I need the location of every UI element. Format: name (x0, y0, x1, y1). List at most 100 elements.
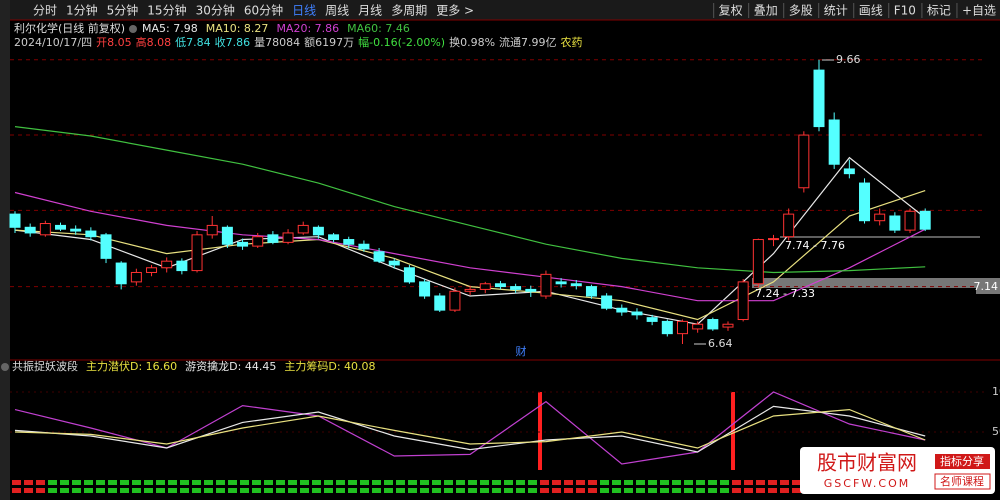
tool-button[interactable]: +自选 (962, 4, 996, 18)
signal-cell (432, 480, 441, 485)
signal-cell (72, 488, 81, 493)
annotation: 7.24 - 7.33 (755, 287, 815, 300)
period-tab[interactable]: 30分钟 (196, 3, 235, 18)
candle-body (464, 288, 476, 292)
tool-button[interactable]: F10 (894, 4, 916, 18)
candle-body (146, 267, 158, 273)
toolbar (0, 0, 1000, 20)
signal-cell (672, 488, 681, 493)
signal-cell (180, 480, 189, 485)
legend-entry: MA10: 8.27 (206, 22, 269, 35)
tool-button[interactable]: 画线 (859, 4, 883, 18)
signal-cell (756, 488, 765, 493)
period-tab[interactable]: 60分钟 (244, 3, 283, 18)
tool-button[interactable]: 统计 (824, 4, 848, 18)
series-line (14, 405, 926, 453)
signal-cell (684, 488, 693, 493)
panel-icon (1, 363, 9, 371)
signal-cell (444, 488, 453, 493)
signal-cell (708, 488, 717, 493)
signal-cell (120, 488, 129, 493)
candle-body (798, 134, 810, 189)
tool-button[interactable]: 叠加 (754, 4, 778, 18)
signal-cell (480, 488, 489, 493)
signal-cell (264, 480, 273, 485)
signal-cell (504, 480, 513, 485)
signal-cell (168, 488, 177, 493)
quote-item: 量78084 (254, 36, 300, 49)
candle-body (282, 232, 294, 243)
chart-title: 利尔化学(日线 前复权) (14, 21, 125, 35)
signal-cell (552, 480, 561, 485)
signal-cell (336, 480, 345, 485)
tool-button[interactable]: 标记 (927, 4, 951, 18)
candle-body (722, 323, 734, 328)
period-tab[interactable]: 月线 (358, 4, 382, 18)
period-tab[interactable]: 周线 (325, 4, 349, 18)
signal-cell (132, 488, 141, 493)
signal-cell (600, 480, 609, 485)
main-panel: 利尔化学(日线 前复权) MA5: 7.98 MA10: 8.27 MA20: 7.8… (9, 21, 1000, 358)
signal-cell (528, 488, 537, 493)
signal-cell (372, 480, 381, 485)
period-tab[interactable]: 5分钟 (107, 3, 139, 18)
signal-cell (132, 480, 141, 485)
candle-body (783, 213, 795, 238)
candle-body (373, 251, 385, 262)
candle-body (828, 119, 840, 165)
legend-entry: MA60: 7.46 (347, 22, 410, 35)
signal-cell (228, 480, 237, 485)
signal-cell (792, 480, 801, 485)
signal-cell (96, 480, 105, 485)
candle-body (768, 238, 779, 241)
price-tag (976, 280, 1000, 294)
candle-body (555, 281, 567, 285)
signal-cell (684, 480, 693, 485)
period-tab[interactable]: 分时 (33, 4, 57, 18)
annotation: 财 (516, 344, 527, 358)
candle-body (707, 319, 719, 330)
signal-cell (36, 488, 45, 493)
candle-body (343, 239, 355, 245)
signal-cell (780, 488, 789, 493)
candle-body (601, 295, 613, 309)
signal-cell (516, 480, 525, 485)
signal-cell (744, 488, 753, 493)
signal-cell (360, 488, 369, 493)
signal-cell (552, 488, 561, 493)
signal-cell (336, 488, 345, 493)
quote-item: 高8.08 (136, 35, 172, 49)
tool-button[interactable]: 复权 (719, 4, 743, 18)
period-tab[interactable]: 日线 (292, 4, 316, 18)
signal-cell (420, 488, 429, 493)
signal-cell (564, 488, 573, 493)
period-tab[interactable]: 1分钟 (66, 3, 98, 18)
period-tab[interactable]: 更多 > (436, 4, 474, 18)
candle-body (479, 283, 491, 290)
candle-body (585, 286, 597, 297)
signal-cell (396, 488, 405, 493)
period-tab[interactable]: 多周期 (391, 4, 427, 18)
candle-body (358, 243, 370, 250)
quote-item: 2024/10/17/四 (14, 36, 92, 49)
candle-body (267, 234, 279, 243)
candle-body (752, 239, 764, 285)
candle-body (39, 223, 51, 236)
signal-cell (168, 480, 177, 485)
signal-cell (300, 480, 309, 485)
ma-icon (129, 25, 137, 33)
candle-body (297, 224, 309, 234)
period-tab[interactable]: 15分钟 (147, 3, 186, 18)
candle-body (540, 273, 552, 297)
signal-cell (192, 480, 201, 485)
candle-body (237, 241, 249, 247)
candle-body (676, 320, 688, 335)
signal-cell (288, 480, 297, 485)
signal-cell (756, 480, 765, 485)
tool-button[interactable]: 多股 (789, 4, 813, 18)
candle-body (206, 224, 218, 236)
candle-body (692, 323, 704, 330)
signal-cell (744, 480, 753, 485)
candle-body (449, 290, 461, 311)
